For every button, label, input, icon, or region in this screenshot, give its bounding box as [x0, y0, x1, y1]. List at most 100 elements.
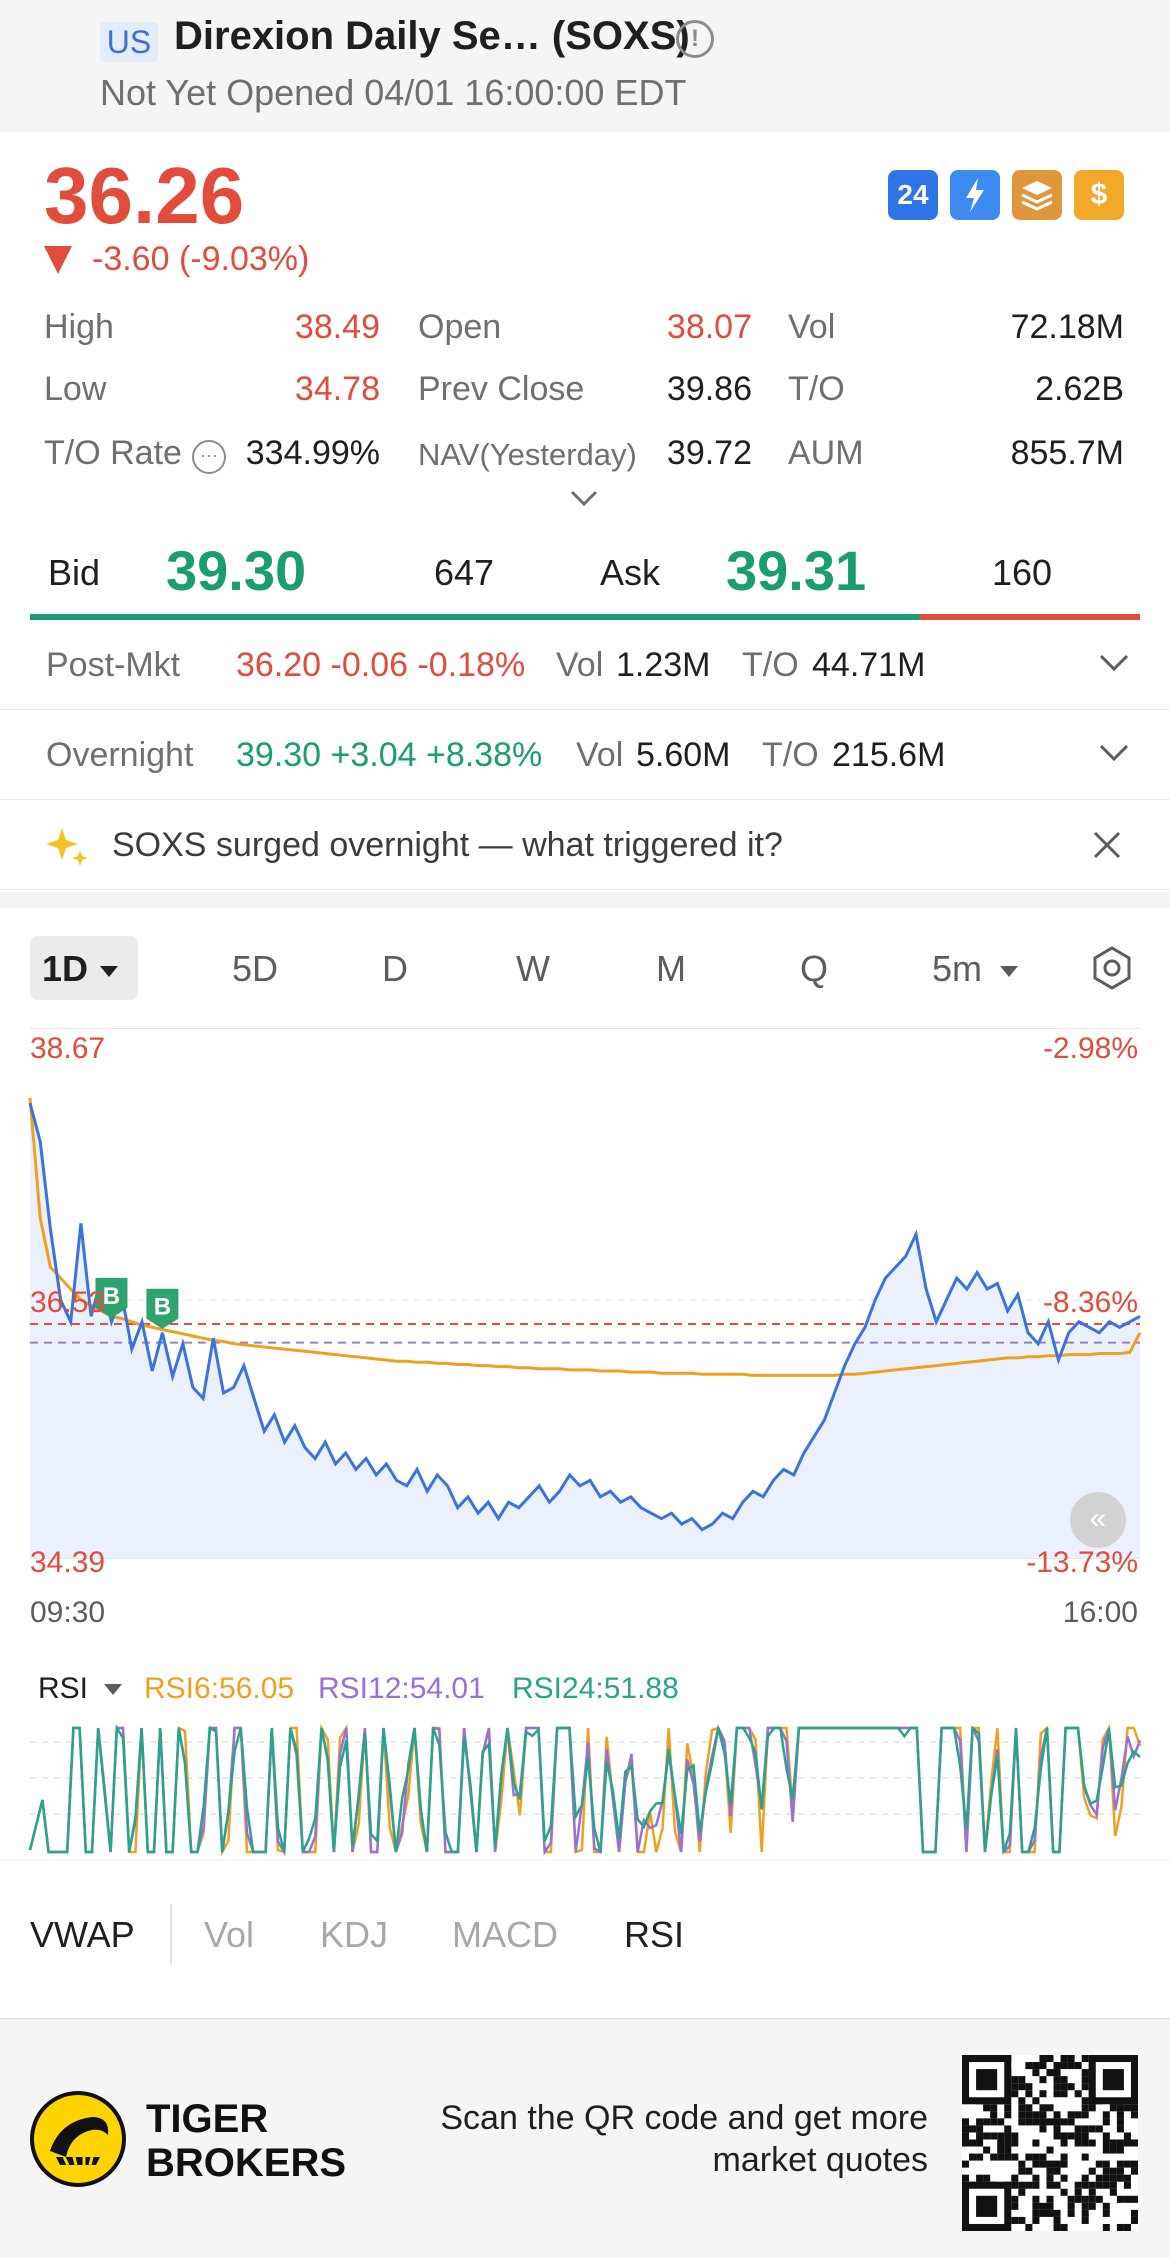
post-market-to: 44.71M: [812, 646, 926, 684]
price-line: [28, 1102, 1141, 1532]
rsi12-value: RSI12:54.01: [318, 1672, 485, 1705]
indicator-tab-vwap[interactable]: VWAP: [30, 1914, 135, 1955]
overnight-vol: 5.60M: [636, 736, 731, 774]
bid-label: Bid: [48, 552, 101, 593]
ai-insight-text: SOXS surged overnight — what triggered i…: [112, 826, 783, 864]
stat-label-t-o-rate: T/O Rate: [44, 434, 182, 472]
overnight-to-label: T/O: [762, 736, 819, 774]
24-hour-icon[interactable]: 24: [888, 170, 938, 220]
buy-marker-label: B: [154, 1294, 171, 1321]
footer: TIGER BROKERS Scan the QR code and get m…: [0, 2018, 1170, 2258]
qr-code: [962, 2055, 1138, 2231]
buy-marker[interactable]: B: [95, 1277, 128, 1318]
header-bar: US Direxion Daily Se… (SOXS) ! Not Yet O…: [0, 0, 1170, 132]
stat-value-vol: 72.18M: [1010, 308, 1124, 346]
indicator-tab-vol[interactable]: Vol: [204, 1914, 255, 1955]
caret-down-icon[interactable]: [104, 1684, 122, 1695]
last-price: 36.26: [44, 151, 245, 240]
stock-title[interactable]: Direxion Daily Se… (SOXS): [174, 14, 690, 58]
overnight-row[interactable]: Overnight 39.30 +3.04 +8.38% Vol 5.60M T…: [0, 712, 1170, 800]
tab-w[interactable]: W: [516, 948, 550, 989]
more-dots-icon[interactable]: ···: [192, 440, 226, 474]
stat-value-prev-close: 39.86: [666, 370, 752, 408]
stat-value-low: 34.78: [294, 370, 380, 408]
pct-min-label: -13.73%: [1026, 1546, 1138, 1579]
stat-label-nav-yesterday-: NAV(Yesterday): [418, 437, 637, 472]
chevron-down-icon[interactable]: [568, 486, 600, 512]
stat-label-high: High: [44, 308, 114, 346]
post-market-quote: 36.20 -0.06 -0.18%: [236, 646, 526, 684]
info-icon[interactable]: !: [676, 20, 714, 58]
x-start-label: 09:30: [30, 1596, 106, 1629]
y-mid-label: 36.53: [30, 1286, 106, 1319]
ask-size: 160: [992, 552, 1053, 593]
chevron-down-icon[interactable]: [1098, 652, 1130, 674]
overnight-quote: 39.30 +3.04 +8.38%: [236, 736, 543, 774]
overnight-to: 215.6M: [832, 736, 946, 774]
indicator-tab-kdj[interactable]: KDJ: [320, 1914, 389, 1955]
indicator-tab-macd[interactable]: MACD: [452, 1914, 558, 1955]
brand-name-line1: TIGER: [146, 2097, 269, 2141]
buy-marker[interactable]: B: [146, 1288, 179, 1329]
dollar-icon[interactable]: $: [1074, 170, 1124, 220]
market-badge: US: [100, 22, 158, 62]
close-icon[interactable]: [1092, 830, 1122, 860]
tab-5d[interactable]: 5D: [232, 948, 279, 989]
post-market-label: Post-Mkt: [46, 646, 181, 684]
ai-insight-banner[interactable]: SOXS surged overnight — what triggered i…: [0, 800, 1170, 890]
bid-size: 647: [434, 552, 495, 593]
x-end-label: 16:00: [1062, 1596, 1138, 1629]
indicator-divider: [170, 1904, 172, 1964]
post-market-vol: 1.23M: [616, 646, 711, 684]
chevron-down-icon[interactable]: [1098, 742, 1130, 764]
brand-name-line2: BROKERS: [146, 2141, 347, 2185]
tab-d[interactable]: D: [382, 948, 408, 989]
price-change: -3.60 (-9.03%): [92, 240, 310, 278]
y-max-label: 38.67: [30, 1032, 106, 1065]
settings-icon[interactable]: [1088, 944, 1136, 992]
stat-label-open: Open: [418, 308, 502, 346]
rsi-chart[interactable]: [0, 1710, 1170, 1870]
down-arrow-icon: [44, 246, 72, 274]
sparkle-icon: [46, 828, 88, 866]
collapse-icon[interactable]: «: [1070, 1492, 1126, 1548]
scan-prompt-line2: market quotes: [712, 2141, 928, 2179]
stat-value-nav-yesterday-: 39.72: [666, 434, 752, 472]
stat-value-t-o: 2.62B: [1035, 370, 1124, 408]
y-min-label: 34.39: [30, 1546, 106, 1579]
tabs-divider: [30, 1028, 1140, 1029]
overnight-vol-label: Vol: [576, 736, 624, 774]
price-area: [30, 1103, 1140, 1558]
tab-q[interactable]: Q: [800, 948, 829, 989]
ask-label: Ask: [600, 552, 661, 593]
layers-icon[interactable]: [1012, 170, 1062, 220]
rsi6-value: RSI6:56.05: [144, 1672, 295, 1705]
section-divider: [0, 892, 1170, 908]
tab-1d-bg[interactable]: [30, 936, 138, 1000]
post-market-vol-label: Vol: [556, 646, 604, 684]
bid-price: 39.30: [166, 539, 307, 602]
caret-down-icon[interactable]: [100, 966, 118, 977]
lightning-icon[interactable]: [950, 170, 1000, 220]
stat-value-t-o-rate: 334.99%: [245, 434, 380, 472]
post-market-row[interactable]: Post-Mkt 36.20 -0.06 -0.18% Vol 1.23M T/…: [0, 622, 1170, 710]
ask-volume-bar: [920, 614, 1140, 620]
rsi-selector[interactable]: RSI: [38, 1672, 89, 1705]
caret-down-icon[interactable]: [1000, 966, 1018, 977]
overnight-label: Overnight: [46, 736, 194, 774]
bid-volume-bar: [30, 614, 920, 620]
tab-m[interactable]: M: [656, 948, 686, 989]
buy-marker-label: B: [103, 1283, 120, 1310]
stat-label-prev-close: Prev Close: [418, 370, 585, 408]
ask-price: 39.31: [726, 539, 867, 602]
tab-5m[interactable]: 5m: [932, 948, 983, 989]
pct-mid-label: -8.36%: [1042, 1286, 1138, 1319]
stat-label-vol: Vol: [788, 308, 836, 346]
stat-label-t-o: T/O: [788, 370, 845, 408]
tiger-logo-icon: [30, 2091, 126, 2187]
indicator-tab-rsi[interactable]: RSI: [624, 1914, 685, 1955]
stat-value-aum: 855.7M: [1010, 434, 1124, 472]
tab-1d[interactable]: 1D: [42, 948, 89, 989]
rsi24-line: [28, 1723, 1141, 1854]
